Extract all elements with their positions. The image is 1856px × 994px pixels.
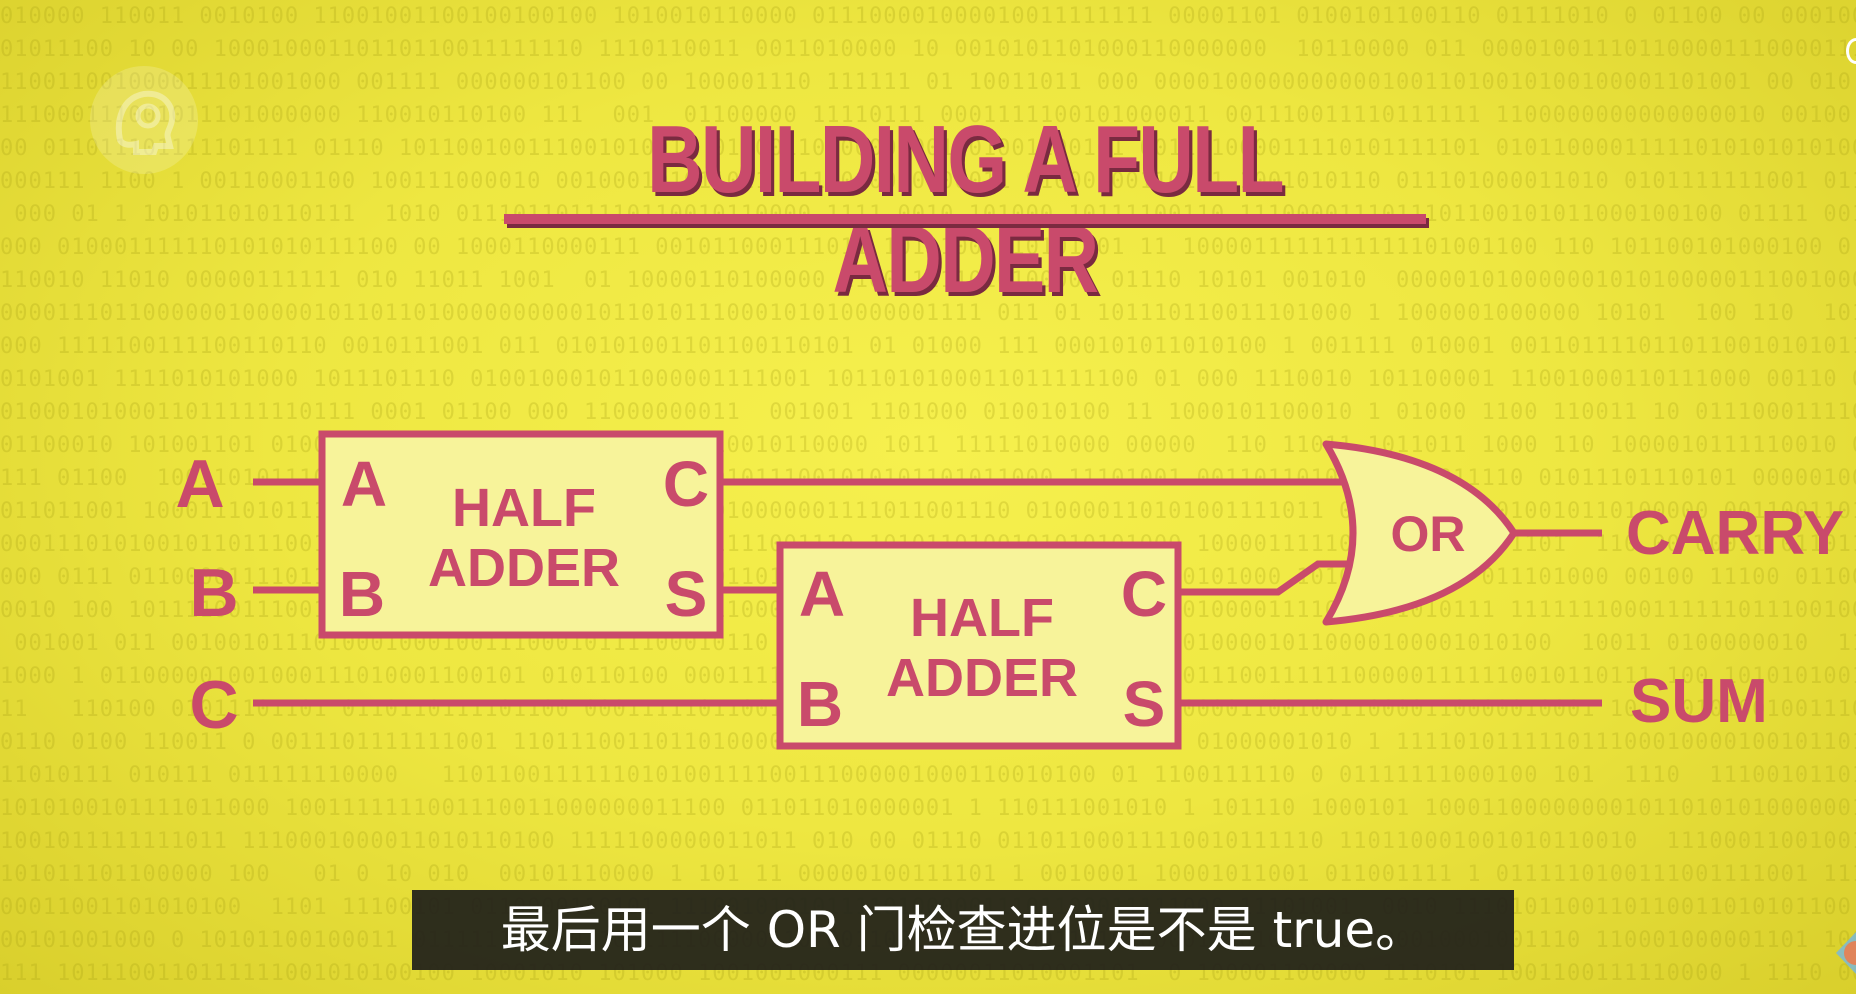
half-adder-1-label-line2: ADDER xyxy=(428,538,620,598)
half-adder-1-out-s: S xyxy=(665,558,708,630)
title-text: BUILDING A FULL ADDER xyxy=(647,106,1284,313)
half-adder-1-box xyxy=(318,430,724,639)
input-c-label: C xyxy=(189,667,238,743)
title-underline xyxy=(504,214,1426,224)
subtitle-caption: 最后用一个 OR 门检查进位是不是 true。 xyxy=(412,890,1514,970)
input-b-label: B xyxy=(189,555,238,631)
diagram-title: BUILDING A FULL ADDER xyxy=(500,110,1430,310)
half-adder-2-in-a: A xyxy=(799,558,845,630)
half-adder-1-label-line1: HALF xyxy=(452,478,596,538)
half-adder-1-in-b: B xyxy=(339,558,385,630)
crash-course-logo-icon xyxy=(90,66,198,174)
half-adder-2-label-line2: ADDER xyxy=(886,648,1078,708)
output-sum-label: SUM xyxy=(1630,667,1768,736)
half-adder-1-out-c: C xyxy=(663,448,709,520)
half-adder-2-box xyxy=(776,541,1182,750)
half-adder-2-out-s: S xyxy=(1123,668,1166,740)
output-carry-label: CARRY xyxy=(1626,499,1844,568)
half-adder-2-in-b: B xyxy=(797,668,843,740)
or-gate-shape xyxy=(1322,440,1518,626)
half-adder-2-out-c: C xyxy=(1121,558,1167,630)
edge-indicator-icon xyxy=(1846,38,1856,64)
or-gate-label: OR xyxy=(1391,506,1466,562)
half-adder-1-in-a: A xyxy=(341,448,387,520)
half-adder-2-label-line1: HALF xyxy=(910,588,1054,648)
channel-badge-icon[interactable] xyxy=(1830,928,1856,978)
input-a-label: A xyxy=(175,446,224,522)
